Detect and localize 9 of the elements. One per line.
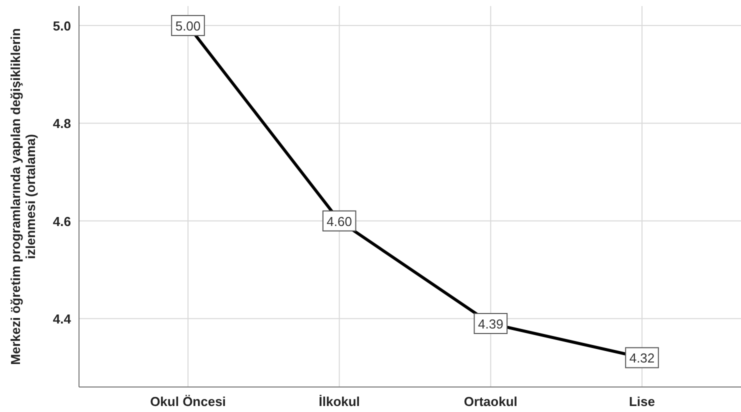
y-tick-label: 4.4 (52, 312, 72, 327)
y-axis-title: Merkezi öğretim programlarında yapılan değişikliklerin izlenmesi (ortalama) (8, 28, 38, 365)
x-tick-label: Ortaokul (464, 394, 518, 409)
x-tick-label: İlkokul (318, 394, 360, 409)
x-tick-label: Lise (628, 394, 656, 409)
y-tick-label: 4.8 (52, 116, 71, 132)
y-tick-label: 4.6 (52, 214, 71, 229)
x-tick-label: Okul Öncesi (150, 394, 226, 409)
y-tick-label: 5.0 (52, 18, 71, 34)
